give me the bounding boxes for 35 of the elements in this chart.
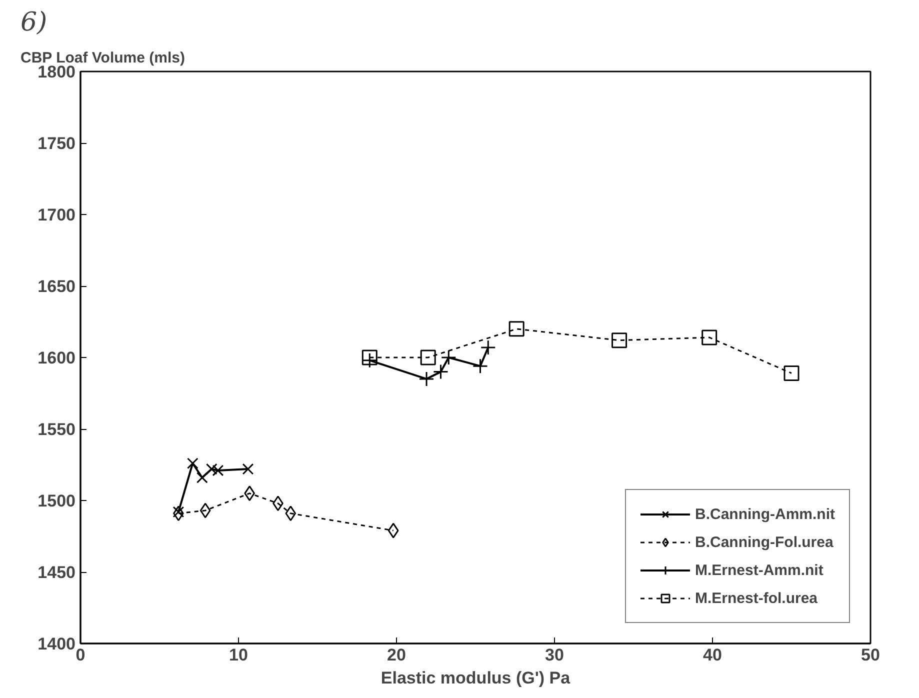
point — [196, 472, 208, 484]
point — [362, 350, 378, 366]
legend-label: M.Ernest-Amm.nit — [695, 562, 824, 578]
point — [612, 332, 628, 348]
x-tick-label: 20 — [387, 646, 406, 664]
y-tick-label: 1400 — [38, 634, 76, 654]
y-tick-label: 1550 — [38, 420, 76, 439]
y-tick-label: 1500 — [38, 492, 76, 510]
point — [420, 350, 436, 366]
x-tick-label: 0 — [76, 646, 86, 664]
x-tick-label: 30 — [545, 646, 564, 664]
point — [206, 463, 218, 475]
y-tick-label: 1700 — [38, 206, 76, 224]
x-tick-label: 40 — [703, 646, 722, 664]
legend-label: B.Canning-Fol.urea — [695, 534, 834, 550]
y-tick-label: 1450 — [38, 563, 76, 582]
point — [212, 464, 224, 476]
x-tick-label: 50 — [861, 646, 880, 664]
legend-label: B.Canning-Amm.nit — [695, 506, 835, 522]
x-axis-title: Elastic modulus (G') Pa — [380, 668, 571, 688]
y-tick-label: 1600 — [38, 348, 76, 368]
point — [172, 506, 184, 518]
legend-label: M.Ernest-fol.urea — [695, 590, 818, 606]
point — [702, 330, 718, 346]
chart-title: 6) — [20, 8, 48, 38]
point — [508, 321, 524, 337]
y-tick-label: 1750 — [38, 134, 76, 153]
point — [388, 522, 399, 538]
point — [186, 458, 198, 470]
point — [242, 463, 254, 475]
point — [784, 365, 800, 381]
point — [285, 506, 296, 522]
y-tick-label: 1650 — [38, 277, 76, 296]
x-tick-label: 10 — [229, 646, 248, 664]
point — [200, 502, 211, 518]
